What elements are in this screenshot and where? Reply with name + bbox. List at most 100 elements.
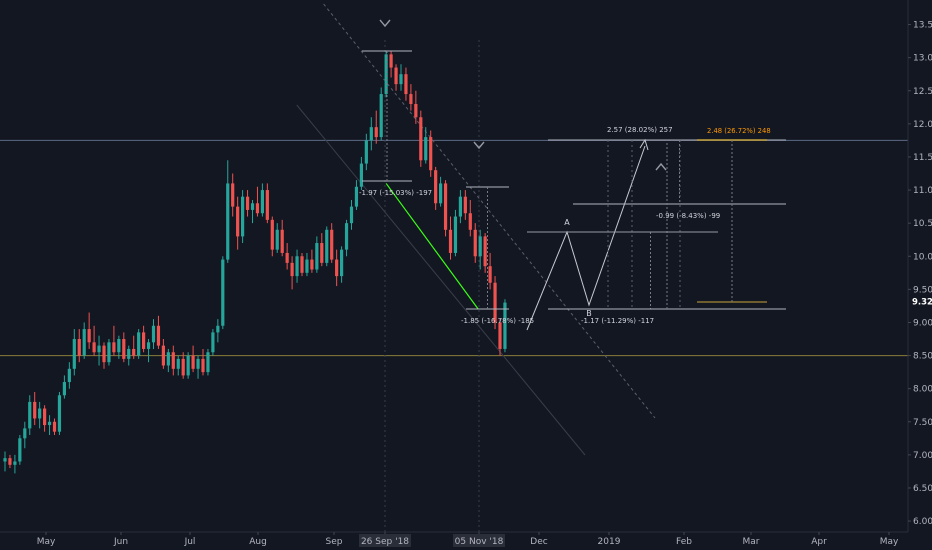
candle[interactable]	[458, 190, 462, 224]
candle[interactable]	[419, 110, 423, 167]
candle[interactable]	[305, 252, 309, 277]
candle[interactable]	[52, 418, 57, 436]
candle[interactable]	[488, 252, 492, 290]
candle[interactable]	[161, 339, 165, 369]
candle[interactable]	[82, 322, 86, 359]
candle[interactable]	[434, 166, 438, 210]
candle[interactable]	[206, 348, 210, 376]
candle[interactable]	[142, 325, 146, 353]
candle[interactable]	[404, 67, 408, 101]
candle[interactable]	[77, 329, 81, 363]
candle[interactable]	[28, 395, 32, 436]
candle[interactable]	[216, 319, 220, 343]
candle[interactable]	[389, 51, 393, 78]
candle[interactable]	[414, 90, 418, 124]
measure-tool[interactable]: -1.85 (-16.78%) -185	[461, 186, 534, 325]
candle[interactable]	[453, 209, 458, 257]
candle[interactable]	[13, 454, 17, 474]
candle[interactable]	[290, 256, 294, 290]
candle[interactable]	[47, 415, 52, 436]
candle[interactable]	[33, 391, 37, 426]
candle[interactable]	[92, 325, 96, 356]
candle[interactable]	[369, 117, 373, 151]
candle[interactable]	[260, 183, 264, 217]
candle[interactable]	[151, 319, 156, 349]
candle[interactable]	[23, 421, 27, 449]
candle[interactable]	[57, 391, 62, 436]
candle[interactable]	[211, 329, 215, 356]
candle[interactable]	[424, 127, 428, 164]
x-axis[interactable]: May Jun Jul Aug Sep 26 Sep '18 05 Nov '18 Dec 20…	[0, 531, 908, 547]
candle[interactable]	[503, 299, 507, 353]
candle[interactable]	[359, 156, 363, 191]
measure-tool[interactable]: -1.97 (-15.03%) -197	[359, 50, 432, 197]
candle[interactable]	[394, 64, 398, 91]
candle[interactable]	[325, 226, 329, 267]
candle[interactable]	[335, 249, 339, 287]
candle[interactable]	[72, 329, 76, 376]
candle[interactable]	[255, 186, 260, 217]
candle[interactable]	[384, 51, 388, 98]
candle[interactable]	[3, 451, 7, 472]
candle[interactable]	[132, 335, 136, 359]
candle[interactable]	[340, 246, 344, 283]
candle[interactable]	[478, 229, 482, 270]
candle[interactable]	[275, 223, 279, 253]
candle[interactable]	[191, 345, 195, 373]
candle[interactable]	[399, 64, 403, 91]
candle[interactable]	[166, 348, 170, 373]
candle[interactable]	[493, 276, 497, 330]
candle[interactable]	[176, 355, 180, 376]
candle[interactable]	[43, 405, 47, 432]
candle[interactable]	[285, 243, 289, 270]
candle[interactable]	[349, 199, 354, 230]
candle[interactable]	[320, 233, 324, 267]
candle[interactable]	[443, 180, 448, 237]
candle[interactable]	[463, 190, 467, 220]
candle[interactable]	[236, 196, 240, 250]
candle[interactable]	[448, 216, 453, 260]
candle[interactable]	[156, 315, 161, 349]
candle[interactable]	[241, 190, 245, 244]
candle[interactable]	[146, 339, 151, 363]
candle[interactable]	[295, 249, 299, 283]
candle[interactable]	[265, 183, 269, 224]
candle[interactable]	[270, 216, 274, 257]
candles[interactable]	[3, 51, 507, 474]
candle[interactable]	[38, 401, 42, 429]
candle[interactable]	[344, 219, 349, 257]
candle[interactable]	[8, 454, 12, 469]
candle[interactable]	[112, 325, 116, 356]
candle[interactable]	[310, 249, 314, 273]
candle[interactable]	[196, 355, 200, 379]
candle[interactable]	[201, 348, 205, 376]
candle[interactable]	[245, 190, 250, 217]
measure-tool[interactable]: 2.48 (26.72%) 248	[697, 127, 771, 303]
candle[interactable]	[300, 252, 304, 277]
candle[interactable]	[137, 329, 141, 359]
y-axis[interactable]: 13.50 13.00 12.50 12.00 11.50 11.00 10.50 10.00…	[907, 0, 932, 532]
candle[interactable]	[18, 435, 22, 465]
candle[interactable]	[122, 332, 126, 363]
candle[interactable]	[102, 342, 106, 369]
candle[interactable]	[379, 87, 383, 141]
candle[interactable]	[374, 110, 378, 144]
candle[interactable]	[62, 375, 66, 399]
candle[interactable]	[364, 133, 368, 171]
candle[interactable]	[127, 345, 131, 366]
candle[interactable]	[107, 339, 111, 366]
candle[interactable]	[221, 256, 225, 330]
candle[interactable]	[468, 199, 472, 237]
candle[interactable]	[330, 223, 334, 263]
candle[interactable]	[315, 236, 319, 273]
candle[interactable]	[429, 130, 433, 177]
drawings[interactable]: A B -1.97 (-15.03%) -197 -1.85 (-16.78%) -1…	[359, 19, 786, 331]
candle[interactable]	[181, 352, 185, 379]
candle[interactable]	[97, 335, 101, 366]
candle[interactable]	[171, 345, 175, 376]
candle[interactable]	[87, 312, 91, 349]
candle[interactable]	[498, 319, 502, 356]
candle[interactable]	[226, 160, 230, 263]
